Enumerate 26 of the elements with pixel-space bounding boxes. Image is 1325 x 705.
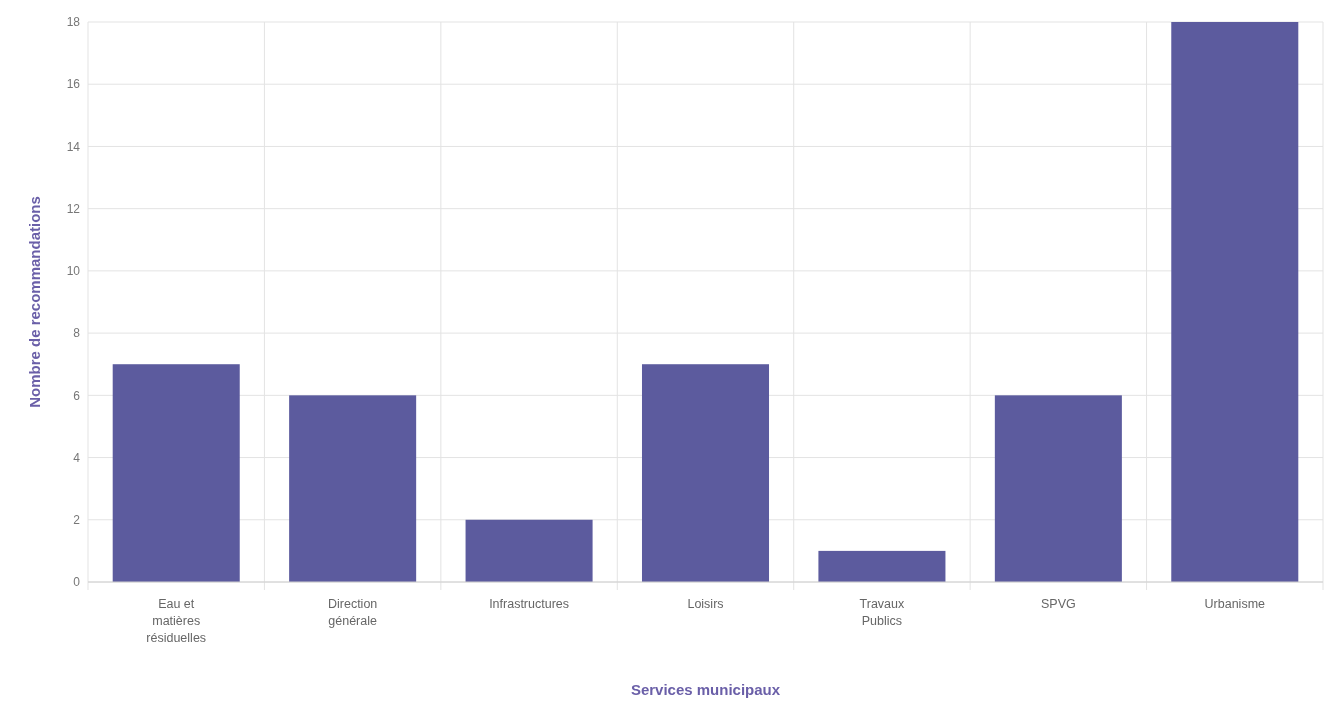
- y-tick-label: 8: [73, 326, 81, 341]
- y-tick-label: 0: [73, 575, 81, 590]
- y-tick-label: 12: [66, 201, 81, 216]
- x-tick-label: SPVG: [1040, 597, 1076, 611]
- y-tick-label: 18: [66, 15, 81, 30]
- bar: [641, 364, 770, 582]
- x-tick-label: Direction générale: [327, 597, 378, 628]
- x-tick-label: Urbanisme: [1204, 597, 1266, 611]
- x-tick-label: Eau et matières résiduelles: [146, 597, 207, 645]
- x-axis-title: Services municipaux: [630, 681, 781, 698]
- y-tick-label: 14: [66, 139, 81, 154]
- x-tick-label: Infrastructures: [489, 597, 570, 611]
- bar: [994, 395, 1122, 582]
- y-axis-title: Nombre de recommandations: [26, 196, 43, 408]
- y-tick-label: 4: [73, 450, 81, 465]
- y-tick-label: 2: [73, 512, 81, 527]
- bar: [112, 364, 240, 582]
- y-tick-label: 6: [73, 388, 81, 403]
- x-tick-label: Loisirs: [687, 597, 724, 611]
- x-tick-label: Travaux Publics: [859, 597, 906, 628]
- y-tick-label: 16: [66, 77, 81, 92]
- bar: [1171, 22, 1299, 582]
- bar: [818, 550, 946, 582]
- bar: [289, 395, 417, 582]
- y-tick-label: 10: [66, 264, 81, 279]
- bar: [465, 519, 593, 582]
